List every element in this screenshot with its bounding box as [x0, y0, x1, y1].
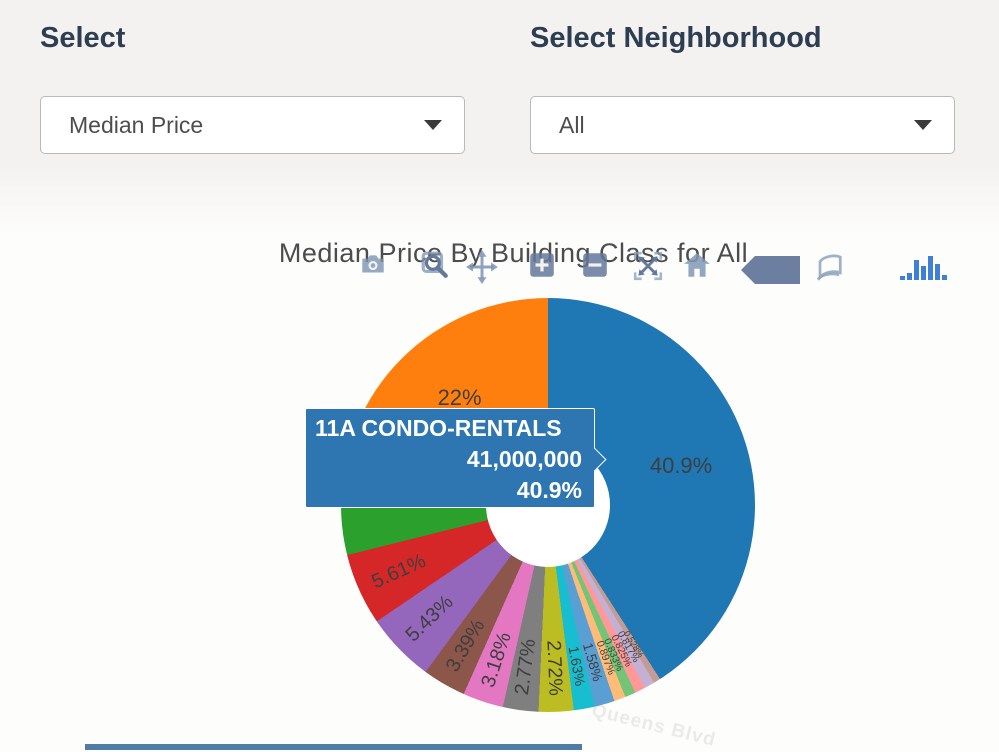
zoom-box-icon[interactable] — [420, 250, 450, 284]
zoom-out-icon[interactable] — [580, 250, 610, 284]
pan-icon[interactable] — [466, 250, 498, 284]
bar-chart-icon[interactable] — [898, 252, 947, 286]
notebook-icon[interactable] — [812, 248, 842, 282]
tooltip-value: 41,000,000 — [466, 446, 582, 472]
hover-tooltip: 11A CONDO-RENTALS 41,000,000 40.9% — [305, 408, 607, 508]
chevron-down-icon — [914, 120, 932, 130]
neighborhood-dropdown[interactable]: All — [530, 96, 955, 154]
neighborhood-select-label: Select Neighborhood — [530, 22, 822, 54]
metric-select-label: Select — [40, 22, 126, 54]
bottom-blue-bar — [85, 744, 582, 750]
metric-dropdown-value: Median Price — [69, 111, 204, 138]
tooltip-label: 11A CONDO-RENTALS — [315, 415, 562, 441]
metric-dropdown[interactable]: Median Price — [40, 96, 465, 154]
zoom-in-icon[interactable] — [527, 250, 557, 284]
slice-label: 2.72% — [542, 640, 568, 697]
home-icon[interactable] — [682, 250, 712, 284]
autoscale-icon[interactable] — [632, 250, 663, 284]
neighborhood-dropdown-value: All — [559, 111, 585, 138]
plotly-logo-icon[interactable] — [740, 252, 800, 286]
tooltip-percent: 40.9% — [516, 477, 582, 503]
chevron-down-icon — [424, 120, 442, 130]
slice-label: 40.9% — [649, 452, 713, 478]
camera-icon[interactable] — [358, 250, 388, 284]
chart-title: Median Price By Building Class for All — [278, 238, 749, 268]
